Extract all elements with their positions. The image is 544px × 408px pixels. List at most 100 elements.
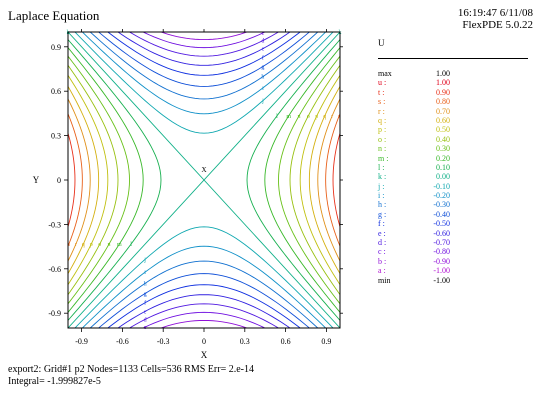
contour-label-j: j — [143, 257, 146, 263]
contour-label-g: g — [144, 291, 147, 297]
legend-key: f : — [378, 219, 385, 229]
x-tick-label: 0 — [202, 337, 206, 346]
version-label: FlexPDE 5.0.22 — [462, 19, 533, 31]
legend-value: -0.40 — [433, 209, 450, 219]
y-tick-label: 0 — [57, 176, 61, 185]
legend-value: 0.00 — [436, 172, 450, 182]
footer-grid-info: export2: Grid#1 p2 Nodes=1133 Cells=536 … — [8, 364, 254, 375]
contour-line-e — [117, 294, 291, 328]
contour-line-l — [246, 38, 340, 322]
legend-key: o : — [378, 134, 387, 144]
contour-line-o — [68, 64, 119, 296]
legend-key: r : — [378, 106, 385, 116]
contour-label-r: r — [75, 242, 77, 248]
legend: U max 1.00 u :1.00 t :0.90 s :0.80 r :0.70 q :… — [378, 38, 538, 285]
legend-divider — [378, 58, 528, 59]
contour-line-p — [68, 74, 109, 286]
legend-value: 0.40 — [436, 134, 450, 144]
legend-value: -0.50 — [433, 219, 450, 229]
x-tick-label: 0.6 — [281, 337, 291, 346]
legend-key: l : — [378, 162, 385, 172]
contour-label-n: n — [108, 242, 111, 248]
legend-value: -0.10 — [433, 181, 450, 191]
x-tick-label: -0.3 — [157, 337, 170, 346]
legend-key: j : — [378, 181, 385, 191]
y-tick-label: 0.6 — [51, 87, 61, 96]
legend-value: 0.10 — [436, 162, 450, 172]
contour-line-l — [68, 38, 162, 322]
legend-row: n : 0.30 — [378, 144, 538, 153]
plot-title: Laplace Equation — [8, 8, 100, 23]
contour-line-p — [299, 74, 340, 286]
contour-label-q: q — [82, 242, 85, 248]
legend-key: k : — [378, 172, 387, 182]
legend-value: -0.30 — [433, 200, 450, 210]
legend-row: g : -0.40 — [378, 210, 538, 219]
contour-label-j: j — [261, 99, 264, 105]
legend-value: -0.20 — [433, 191, 450, 201]
legend-row: t : 0.90 — [378, 88, 538, 97]
contour-label-p: p — [315, 114, 318, 120]
contour-line-k — [68, 32, 340, 328]
legend-value: -1.00 — [433, 275, 450, 285]
legend-key: d : — [378, 238, 387, 248]
legend-value: 0.20 — [436, 153, 450, 163]
contour-line-a — [193, 32, 215, 33]
legend-key: p : — [378, 125, 387, 135]
legend-row: r : 0.70 — [378, 107, 538, 116]
legend-row: a : -1.00 — [378, 266, 538, 275]
contour-label-d: d — [144, 317, 147, 323]
legend-value: -0.90 — [433, 256, 450, 266]
contour-label-d: d — [261, 39, 264, 45]
legend-key: max — [378, 69, 392, 78]
legend-row: c : -0.80 — [378, 247, 538, 256]
legend-row: max 1.00 — [378, 69, 538, 78]
contour-line-j — [74, 32, 334, 134]
contour-line-m — [264, 46, 340, 314]
contour-label-i: i — [144, 270, 146, 276]
legend-value: 0.80 — [436, 97, 450, 107]
legend-key: m : — [378, 153, 389, 163]
contour-label-g: g — [261, 65, 264, 71]
legend-row: s : 0.80 — [378, 97, 538, 106]
contour-label-r: r — [331, 114, 333, 120]
legend-key: min — [378, 275, 391, 285]
legend-value: 0.30 — [436, 144, 450, 154]
y-tick-label: 0.3 — [51, 132, 61, 141]
contour-label-p: p — [90, 242, 93, 248]
contour-line-q — [68, 85, 100, 275]
legend-row: p : 0.50 — [378, 125, 538, 134]
contour-label-e: e — [262, 47, 265, 53]
contour-label-q: q — [323, 114, 326, 120]
y-tick-label: -0.6 — [48, 265, 61, 274]
y-tick-label: -0.9 — [48, 309, 61, 318]
contour-label-l: l — [276, 114, 278, 120]
x-tick-label: -0.6 — [116, 337, 129, 346]
contour-line-c — [142, 311, 266, 328]
legend-key: s : — [378, 97, 386, 107]
legend-key: b : — [378, 256, 387, 266]
contour-line-b — [159, 319, 249, 328]
contour-label-m: m — [117, 242, 122, 248]
contour-label-h: h — [261, 75, 264, 81]
legend-value: -1.00 — [433, 266, 450, 276]
contour-line-q — [308, 85, 340, 275]
x-axis-label: X — [201, 350, 208, 360]
legend-key: e : — [378, 228, 386, 238]
contour-label-m: m — [286, 114, 291, 120]
legend-variable-name: U — [378, 38, 385, 48]
contour-label-c: c — [262, 31, 265, 37]
legend-key: t : — [378, 87, 385, 97]
legend-value: 0.90 — [436, 87, 450, 97]
legend-row: min -1.00 — [378, 276, 538, 285]
legend-value: -0.80 — [433, 247, 450, 257]
contour-line-r — [317, 97, 340, 263]
legend-row: k : 0.00 — [378, 172, 538, 181]
contour-line-g — [97, 273, 311, 328]
contour-line-t — [68, 131, 76, 229]
center-label: X — [201, 166, 206, 174]
legend-value: -0.60 — [433, 228, 450, 238]
contour-line-c — [142, 32, 266, 49]
contour-line-o — [289, 64, 340, 296]
legend-row: h : -0.30 — [378, 200, 538, 209]
